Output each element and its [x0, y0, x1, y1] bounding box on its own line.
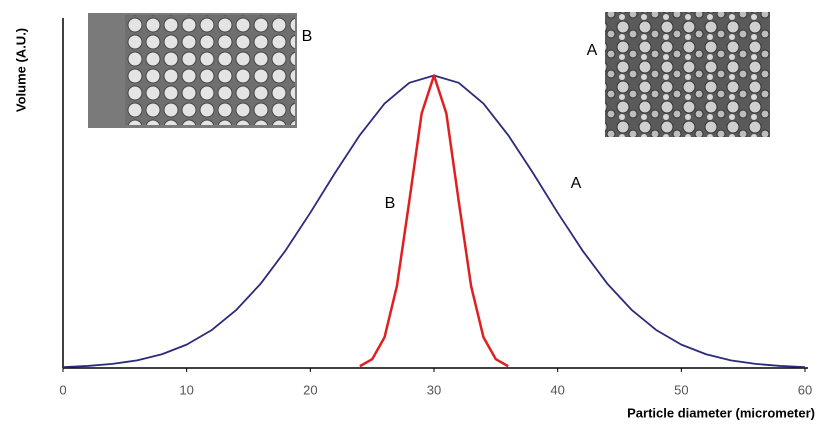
annotation: B [302, 28, 313, 45]
sem-beads-b [125, 15, 295, 125]
x-tick-label: 30 [427, 382, 441, 397]
x-axis-label: Particle diameter (micrometer) [627, 405, 815, 420]
annotation: A [587, 42, 598, 59]
x-tick-label: 20 [303, 382, 317, 397]
y-axis-label: Volume (A.U.) [13, 28, 28, 112]
x-tick-label: 60 [798, 382, 812, 397]
annotation: B [385, 195, 396, 212]
annotation: A [571, 175, 582, 192]
x-tick-label: 10 [179, 382, 193, 397]
sem-image-a [605, 12, 770, 137]
x-tick-label: 40 [550, 382, 564, 397]
x-tick-label: 50 [674, 382, 688, 397]
line-series [359, 74, 509, 368]
x-tick-label: 0 [59, 382, 66, 397]
